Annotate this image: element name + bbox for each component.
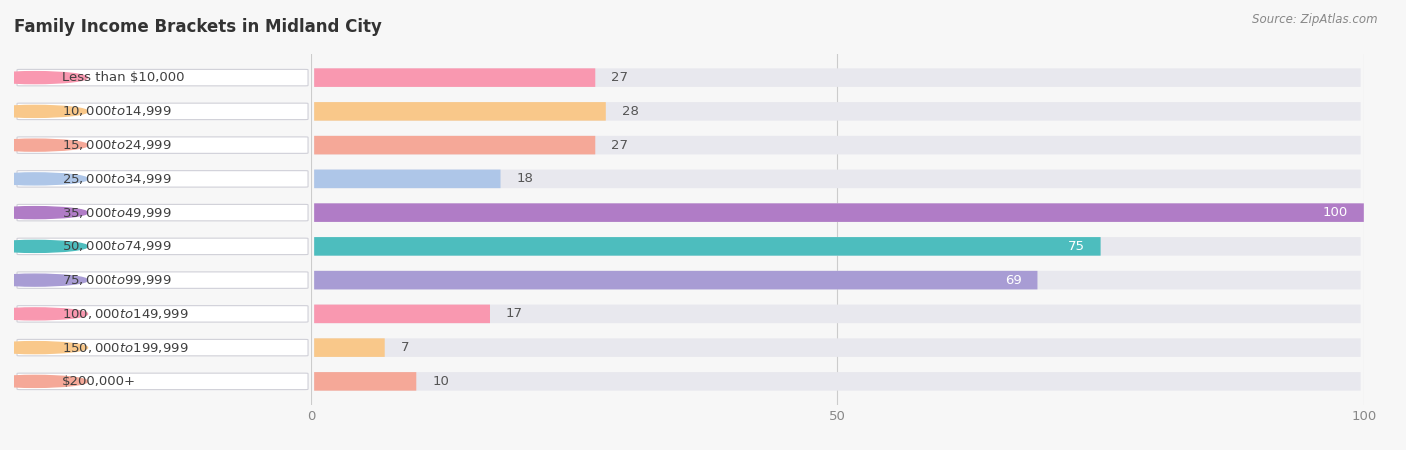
Text: $75,000 to $99,999: $75,000 to $99,999: [62, 273, 172, 287]
FancyBboxPatch shape: [314, 68, 1361, 87]
FancyBboxPatch shape: [17, 69, 308, 86]
Text: $35,000 to $49,999: $35,000 to $49,999: [62, 206, 172, 220]
Text: $150,000 to $199,999: $150,000 to $199,999: [62, 341, 188, 355]
FancyBboxPatch shape: [314, 102, 1361, 121]
Circle shape: [0, 308, 87, 320]
Circle shape: [0, 375, 87, 387]
FancyBboxPatch shape: [17, 339, 308, 356]
Text: 100: 100: [1323, 206, 1348, 219]
Text: 75: 75: [1067, 240, 1085, 253]
FancyBboxPatch shape: [314, 338, 1361, 357]
Circle shape: [0, 72, 87, 84]
FancyBboxPatch shape: [17, 103, 308, 120]
Circle shape: [0, 274, 87, 286]
FancyBboxPatch shape: [17, 171, 308, 187]
Circle shape: [0, 342, 87, 354]
FancyBboxPatch shape: [314, 136, 1361, 154]
Text: 28: 28: [621, 105, 638, 118]
FancyBboxPatch shape: [314, 271, 1038, 289]
FancyBboxPatch shape: [314, 271, 1361, 289]
Circle shape: [0, 207, 87, 219]
FancyBboxPatch shape: [314, 136, 595, 154]
Text: 7: 7: [401, 341, 409, 354]
FancyBboxPatch shape: [314, 203, 1361, 222]
FancyBboxPatch shape: [17, 137, 308, 153]
Circle shape: [0, 173, 87, 185]
Circle shape: [0, 240, 87, 252]
FancyBboxPatch shape: [314, 237, 1101, 256]
Circle shape: [0, 139, 87, 151]
Text: 27: 27: [612, 139, 628, 152]
Text: $10,000 to $14,999: $10,000 to $14,999: [62, 104, 172, 118]
FancyBboxPatch shape: [314, 102, 606, 121]
Circle shape: [0, 105, 87, 117]
Text: 27: 27: [612, 71, 628, 84]
FancyBboxPatch shape: [17, 306, 308, 322]
FancyBboxPatch shape: [17, 272, 308, 288]
FancyBboxPatch shape: [314, 237, 1361, 256]
FancyBboxPatch shape: [17, 373, 308, 390]
FancyBboxPatch shape: [314, 338, 385, 357]
Text: $100,000 to $149,999: $100,000 to $149,999: [62, 307, 188, 321]
FancyBboxPatch shape: [314, 170, 1361, 188]
FancyBboxPatch shape: [314, 305, 489, 323]
Text: 18: 18: [516, 172, 533, 185]
Text: 69: 69: [1005, 274, 1022, 287]
FancyBboxPatch shape: [314, 170, 501, 188]
Text: $25,000 to $34,999: $25,000 to $34,999: [62, 172, 172, 186]
FancyBboxPatch shape: [314, 372, 1361, 391]
Text: $50,000 to $74,999: $50,000 to $74,999: [62, 239, 172, 253]
Text: 17: 17: [506, 307, 523, 320]
Text: Less than $10,000: Less than $10,000: [62, 71, 184, 84]
Text: Source: ZipAtlas.com: Source: ZipAtlas.com: [1253, 14, 1378, 27]
Text: $200,000+: $200,000+: [62, 375, 135, 388]
Text: 10: 10: [432, 375, 449, 388]
FancyBboxPatch shape: [314, 68, 595, 87]
FancyBboxPatch shape: [17, 204, 308, 221]
Text: Family Income Brackets in Midland City: Family Income Brackets in Midland City: [14, 18, 382, 36]
Text: $15,000 to $24,999: $15,000 to $24,999: [62, 138, 172, 152]
FancyBboxPatch shape: [314, 305, 1361, 323]
FancyBboxPatch shape: [314, 203, 1364, 222]
FancyBboxPatch shape: [17, 238, 308, 255]
FancyBboxPatch shape: [314, 372, 416, 391]
